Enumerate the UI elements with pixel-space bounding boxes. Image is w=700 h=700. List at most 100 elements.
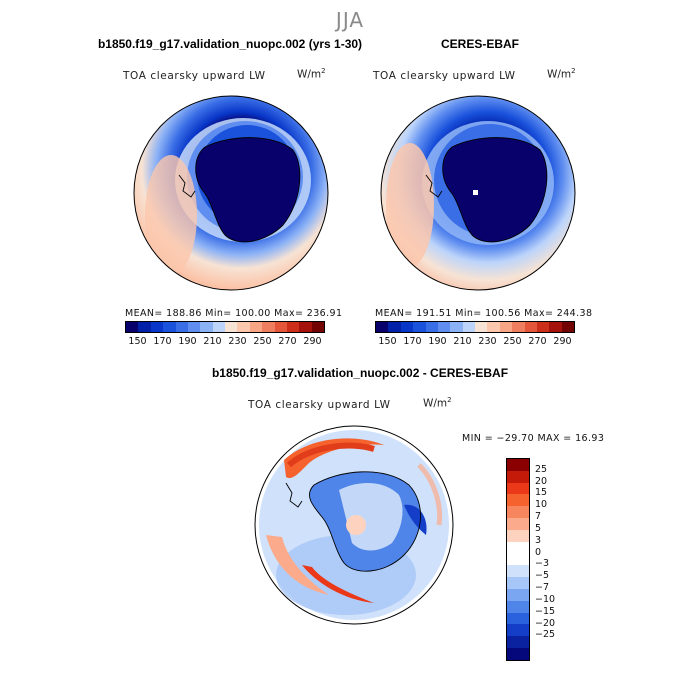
- diff-units-label: W/m2: [423, 396, 452, 410]
- left-stats: MEAN= 188.86 Min= 100.00 Max= 236.91: [125, 308, 343, 319]
- colorbar-swatch: [376, 322, 389, 332]
- colorbar-tick-label: −5: [535, 570, 550, 582]
- colorbar-swatch: [507, 494, 529, 507]
- colorbar-swatch: [299, 322, 312, 332]
- colorbar-tick-label: 150: [378, 336, 397, 347]
- colorbar-swatch: [507, 577, 529, 589]
- diff-panel-title: b1850.f19_g17.validation_nuopc.002 - CER…: [211, 366, 509, 380]
- colorbar-tick-label: 10: [535, 499, 548, 511]
- colorbar-swatch: [507, 470, 529, 483]
- left-coastline: [195, 137, 301, 243]
- colorbar-swatch: [286, 322, 300, 332]
- colorbar-tick-label: 150: [128, 336, 147, 347]
- colorbar-swatch: [507, 553, 529, 566]
- colorbar-tick-label: −20: [535, 617, 556, 629]
- colorbar-tick-label: 25: [535, 463, 548, 475]
- colorbar-swatch: [150, 322, 164, 332]
- colorbar-swatch: [249, 322, 263, 332]
- right-colorbar-ticks: 150 170 190 210 230 250 270 290: [375, 336, 575, 347]
- colorbar-swatch: [388, 322, 401, 332]
- right-stats: MEAN= 191.51 Min= 100.56 Max= 244.38: [375, 308, 593, 319]
- colorbar-swatch: [507, 459, 529, 471]
- colorbar-tick-label: 270: [528, 336, 547, 347]
- colorbar-swatch: [274, 322, 287, 332]
- colorbar-tick-label: 170: [153, 336, 172, 347]
- colorbar-tick-label: 5: [535, 522, 542, 534]
- colorbar-tick-label: 0: [535, 546, 542, 558]
- colorbar-tick-label: −25: [535, 629, 556, 641]
- diff-colorbar: [506, 458, 530, 661]
- left-panel-title: b1850.f19_g17.validation_nuopc.002 (yrs …: [97, 37, 363, 51]
- colorbar-swatch: [487, 322, 500, 332]
- colorbar-tick-label: 7: [535, 511, 542, 523]
- left-colorbar-ticks: 150 170 190 210 230 250 270 290: [125, 336, 325, 347]
- colorbar-swatch: [262, 322, 275, 332]
- colorbar-swatch: [138, 322, 151, 332]
- colorbar-swatch: [536, 322, 550, 332]
- colorbar-swatch: [187, 322, 201, 332]
- colorbar-tick-label: 20: [535, 475, 548, 487]
- colorbar-swatch: [507, 541, 529, 554]
- colorbar-tick-label: −7: [535, 582, 550, 594]
- colorbar-tick-label: 270: [278, 336, 297, 347]
- left-units-label: W/m2: [297, 67, 326, 81]
- colorbar-tick-label: 290: [303, 336, 322, 347]
- colorbar-swatch: [200, 322, 213, 332]
- colorbar-swatch: [126, 322, 139, 332]
- colorbar-swatch: [507, 529, 529, 542]
- colorbar-swatch: [507, 600, 529, 613]
- colorbar-tick-label: 170: [403, 336, 422, 347]
- colorbar-swatch: [507, 518, 529, 530]
- colorbar-swatch: [425, 322, 438, 332]
- colorbar-swatch: [175, 322, 188, 332]
- colorbar-swatch: [507, 636, 529, 648]
- colorbar-tick-label: 230: [228, 336, 247, 347]
- colorbar-swatch: [512, 322, 525, 332]
- colorbar-swatch: [507, 565, 529, 578]
- colorbar-tick-label: −3: [535, 558, 550, 570]
- colorbar-tick-label: 210: [453, 336, 472, 347]
- colorbar-tick-label: 3: [535, 534, 542, 546]
- colorbar-tick-label: 250: [503, 336, 522, 347]
- colorbar-swatch: [507, 482, 529, 495]
- colorbar-swatch: [499, 322, 513, 332]
- colorbar-tick-label: 210: [203, 336, 222, 347]
- colorbar-swatch: [507, 588, 529, 601]
- colorbar-tick-label: 15: [535, 487, 548, 499]
- left-colorbar: [125, 321, 325, 333]
- diff-coastline: [309, 471, 421, 572]
- colorbar-swatch: [400, 322, 414, 332]
- colorbar-swatch: [507, 612, 529, 625]
- colorbar-swatch: [450, 322, 463, 332]
- right-colorbar: [375, 321, 575, 333]
- right-units-label: W/m2: [547, 67, 576, 81]
- colorbar-swatch: [507, 648, 529, 660]
- colorbar-swatch: [561, 322, 574, 332]
- left-variable-label: TOA clearsky upward LW: [123, 70, 266, 82]
- colorbar-tick-label: 190: [178, 336, 197, 347]
- diff-polar-map: [254, 425, 454, 625]
- colorbar-tick-label: 190: [428, 336, 447, 347]
- colorbar-tick-label: 290: [553, 336, 572, 347]
- colorbar-swatch: [225, 322, 238, 332]
- colorbar-tick-label: 250: [253, 336, 272, 347]
- colorbar-swatch: [524, 322, 537, 332]
- colorbar-swatch: [212, 322, 225, 332]
- colorbar-swatch: [549, 322, 562, 332]
- season-title: JJA: [335, 8, 365, 32]
- right-coastline: [442, 137, 548, 243]
- colorbar-swatch: [311, 322, 324, 332]
- diff-variable-label: TOA clearsky upward LW: [248, 399, 391, 411]
- colorbar-swatch: [475, 322, 488, 332]
- colorbar-tick-label: −15: [535, 605, 556, 617]
- colorbar-swatch: [163, 322, 176, 332]
- colorbar-tick-label: 230: [478, 336, 497, 347]
- colorbar-swatch: [507, 624, 529, 637]
- colorbar-swatch: [462, 322, 475, 332]
- diff-stats: MIN = −29.70 MAX = 16.93: [462, 433, 605, 444]
- colorbar-swatch: [507, 506, 529, 519]
- colorbar-tick-label: −10: [535, 593, 556, 605]
- colorbar-swatch: [413, 322, 426, 332]
- right-polar-map: [380, 95, 576, 291]
- colorbar-swatch: [437, 322, 451, 332]
